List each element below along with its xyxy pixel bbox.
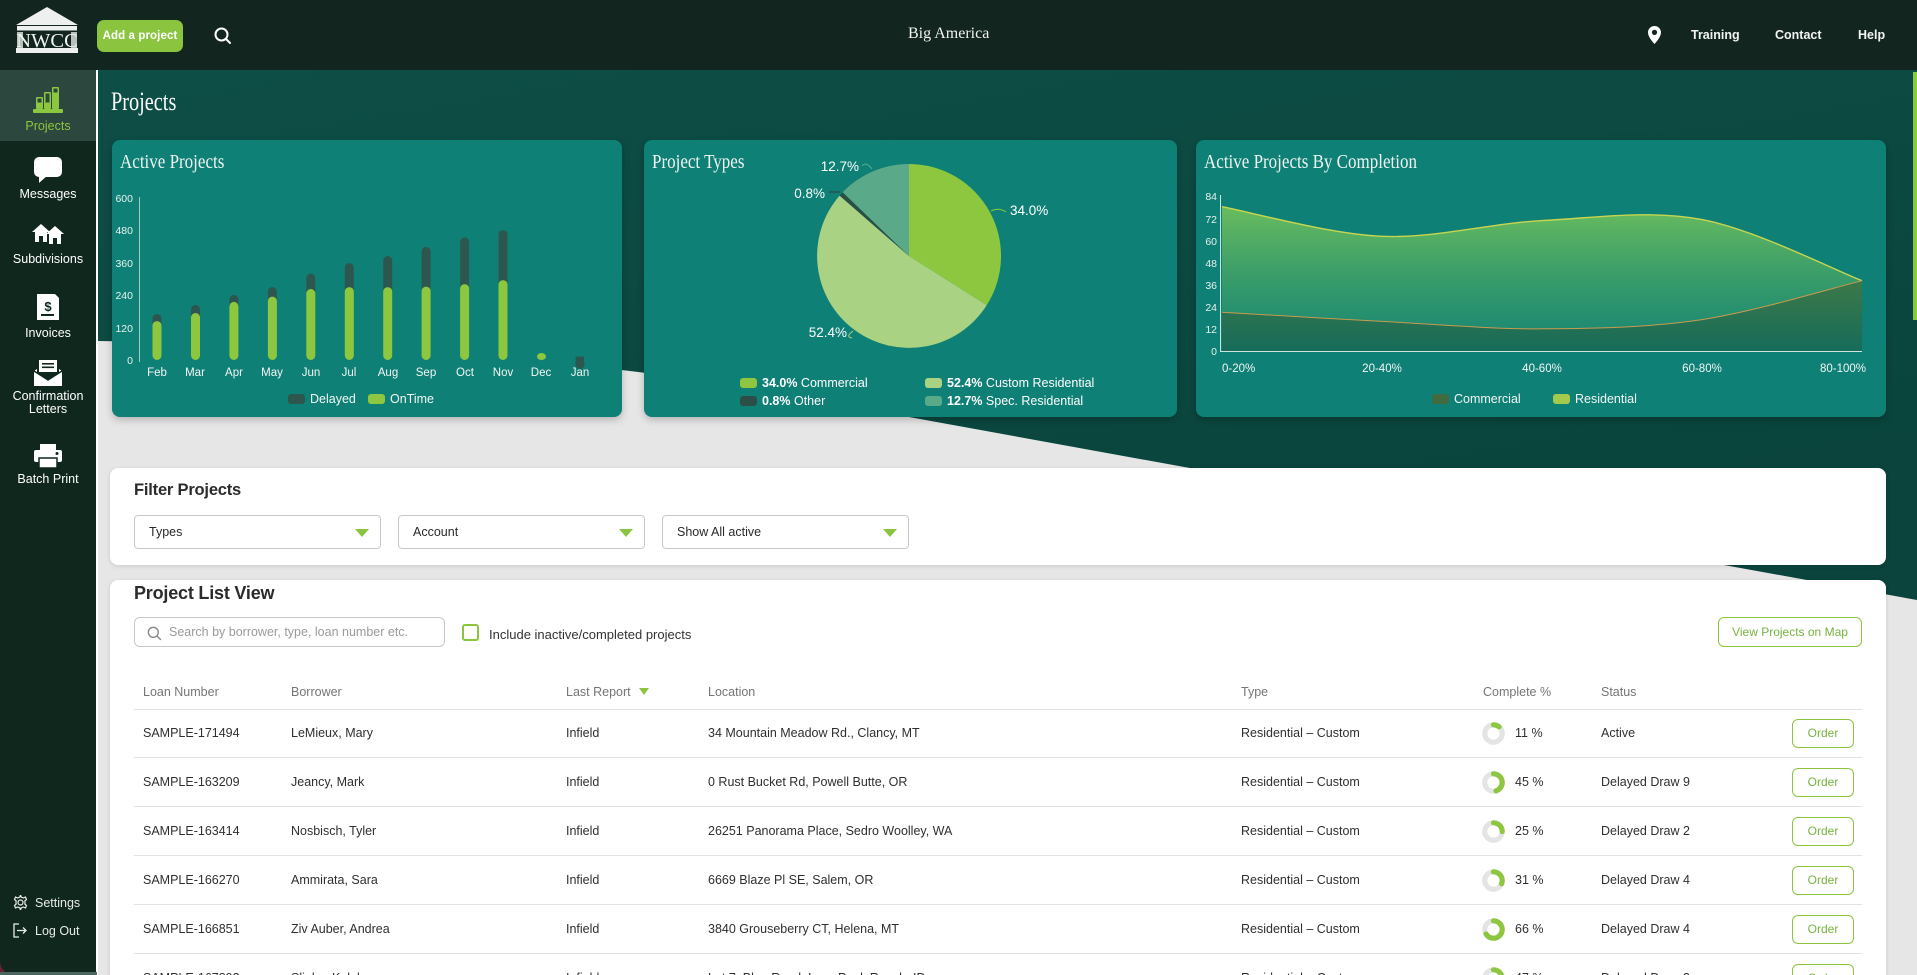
svg-text:0-20%: 0-20% <box>1222 363 1255 375</box>
svg-text:120: 120 <box>115 323 133 335</box>
svg-text:Jun: Jun <box>302 367 321 379</box>
svg-text:40-60%: 40-60% <box>1522 363 1562 375</box>
svg-text:Oct: Oct <box>456 367 475 379</box>
svg-text:Sep: Sep <box>416 367 436 379</box>
svg-text:12.7%: 12.7% <box>821 159 859 174</box>
svg-text:480: 480 <box>115 225 133 237</box>
svg-text:$: $ <box>44 299 52 314</box>
svg-text:34.0%: 34.0% <box>1010 203 1048 218</box>
svg-text:12: 12 <box>1205 324 1217 336</box>
svg-text:600: 600 <box>115 193 133 205</box>
svg-text:52.4% Custom Residential: 52.4% Custom Residential <box>947 376 1094 390</box>
svg-text:240: 240 <box>115 290 133 302</box>
svg-text:OnTime: OnTime <box>390 392 434 406</box>
svg-text:Dec: Dec <box>531 367 552 379</box>
svg-text:Mar: Mar <box>185 367 205 379</box>
svg-text:0.8%: 0.8% <box>794 186 825 201</box>
svg-text:Residential: Residential <box>1575 392 1637 406</box>
svg-text:0: 0 <box>1211 346 1217 358</box>
svg-text:Jan: Jan <box>571 367 590 379</box>
svg-text:20-40%: 20-40% <box>1362 363 1402 375</box>
svg-text:60: 60 <box>1205 236 1217 248</box>
svg-text:Jul: Jul <box>342 367 357 379</box>
svg-text:Aug: Aug <box>378 367 398 379</box>
svg-text:60-80%: 60-80% <box>1682 363 1722 375</box>
svg-text:Delayed: Delayed <box>310 392 356 406</box>
svg-text:72: 72 <box>1205 214 1217 226</box>
svg-text:84: 84 <box>1205 191 1217 203</box>
svg-text:12.7% Spec. Residential: 12.7% Spec. Residential <box>947 394 1083 408</box>
svg-text:36: 36 <box>1205 280 1217 292</box>
svg-text:52.4%: 52.4% <box>809 325 847 340</box>
svg-text:Nov: Nov <box>493 367 514 379</box>
svg-text:Feb: Feb <box>147 367 167 379</box>
svg-text:May: May <box>261 367 283 379</box>
svg-text:48: 48 <box>1205 258 1217 270</box>
svg-text:24: 24 <box>1205 302 1217 314</box>
svg-text:80-100%: 80-100% <box>1820 363 1866 375</box>
svg-text:0: 0 <box>127 355 133 367</box>
svg-text:NWCC: NWCC <box>16 30 78 52</box>
svg-text:34.0% Commercial: 34.0% Commercial <box>762 376 868 390</box>
svg-text:Commercial: Commercial <box>1454 392 1521 406</box>
svg-text:Apr: Apr <box>225 367 243 379</box>
svg-text:0.8% Other: 0.8% Other <box>762 394 825 408</box>
svg-text:360: 360 <box>115 258 133 270</box>
